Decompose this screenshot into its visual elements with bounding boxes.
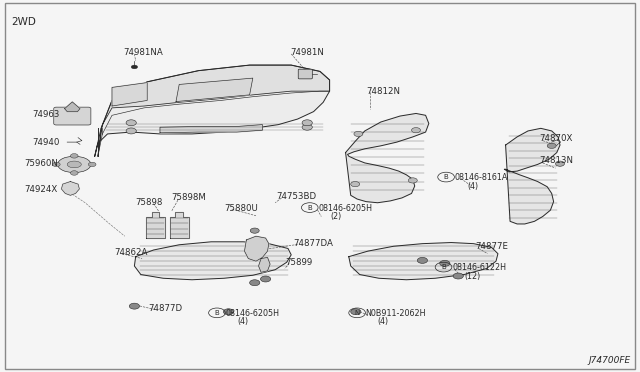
- Circle shape: [88, 162, 96, 167]
- Polygon shape: [504, 128, 560, 224]
- Text: N0B911-2062H: N0B911-2062H: [365, 309, 426, 318]
- Circle shape: [126, 120, 136, 126]
- FancyBboxPatch shape: [298, 69, 312, 79]
- Text: B: B: [307, 205, 312, 211]
- Circle shape: [408, 178, 417, 183]
- Text: 74813N: 74813N: [540, 156, 573, 165]
- Text: B: B: [441, 264, 446, 270]
- Polygon shape: [160, 125, 262, 133]
- Polygon shape: [98, 65, 330, 156]
- Polygon shape: [346, 113, 429, 203]
- Circle shape: [354, 131, 363, 137]
- Text: (4): (4): [467, 182, 478, 190]
- Text: (4): (4): [237, 317, 248, 326]
- Text: 74981N: 74981N: [290, 48, 324, 57]
- Text: 08146-6122H: 08146-6122H: [452, 263, 506, 272]
- Circle shape: [547, 143, 556, 148]
- Text: 08146-6205H: 08146-6205H: [225, 309, 279, 318]
- Circle shape: [250, 280, 260, 286]
- Text: (2): (2): [330, 212, 342, 221]
- Text: B: B: [214, 310, 220, 316]
- Polygon shape: [61, 182, 79, 195]
- Circle shape: [556, 161, 564, 166]
- Circle shape: [453, 273, 463, 279]
- Polygon shape: [349, 243, 498, 280]
- Circle shape: [250, 228, 259, 233]
- Polygon shape: [65, 102, 80, 112]
- Text: 74924X: 74924X: [24, 185, 58, 194]
- Circle shape: [302, 120, 312, 126]
- Circle shape: [412, 128, 420, 133]
- Ellipse shape: [58, 156, 91, 173]
- Polygon shape: [112, 83, 147, 106]
- Polygon shape: [146, 212, 165, 238]
- Polygon shape: [244, 236, 269, 261]
- Circle shape: [302, 124, 312, 130]
- Ellipse shape: [67, 161, 81, 168]
- Text: J74700FE: J74700FE: [588, 356, 630, 365]
- Circle shape: [260, 276, 271, 282]
- Text: 08146-8161A: 08146-8161A: [454, 173, 508, 182]
- Polygon shape: [259, 257, 270, 272]
- Text: 75960N: 75960N: [24, 159, 58, 168]
- Text: 74870X: 74870X: [540, 134, 573, 143]
- Text: 74981NA: 74981NA: [124, 48, 163, 57]
- Text: 75898M: 75898M: [172, 193, 206, 202]
- Circle shape: [70, 171, 78, 175]
- Circle shape: [351, 309, 361, 315]
- Text: 74862A: 74862A: [114, 248, 147, 257]
- Text: (12): (12): [465, 272, 481, 280]
- Text: 74877DA: 74877DA: [293, 239, 333, 248]
- Text: B: B: [444, 174, 449, 180]
- Circle shape: [70, 154, 78, 158]
- Text: 74812N: 74812N: [366, 87, 400, 96]
- Circle shape: [351, 182, 360, 187]
- Circle shape: [52, 162, 60, 167]
- Text: 75899: 75899: [285, 258, 312, 267]
- Circle shape: [440, 260, 450, 266]
- Text: 74877D: 74877D: [148, 304, 182, 312]
- Polygon shape: [170, 212, 189, 238]
- Text: 74963: 74963: [32, 110, 60, 119]
- FancyBboxPatch shape: [54, 107, 91, 125]
- Circle shape: [131, 65, 138, 69]
- Polygon shape: [176, 78, 253, 102]
- Polygon shape: [134, 242, 291, 280]
- Text: 75898: 75898: [136, 198, 163, 207]
- Text: 74940: 74940: [32, 138, 60, 147]
- Circle shape: [417, 257, 428, 263]
- Text: 75880U: 75880U: [224, 204, 258, 213]
- Text: 08146-6205H: 08146-6205H: [318, 204, 372, 213]
- Circle shape: [223, 309, 234, 315]
- Text: 74877E: 74877E: [475, 242, 508, 251]
- Circle shape: [126, 128, 136, 134]
- Text: (4): (4): [378, 317, 388, 326]
- Text: 74753BD: 74753BD: [276, 192, 317, 201]
- Text: N: N: [355, 310, 360, 316]
- Polygon shape: [95, 65, 330, 156]
- Circle shape: [129, 303, 140, 309]
- Text: 2WD: 2WD: [12, 17, 36, 27]
